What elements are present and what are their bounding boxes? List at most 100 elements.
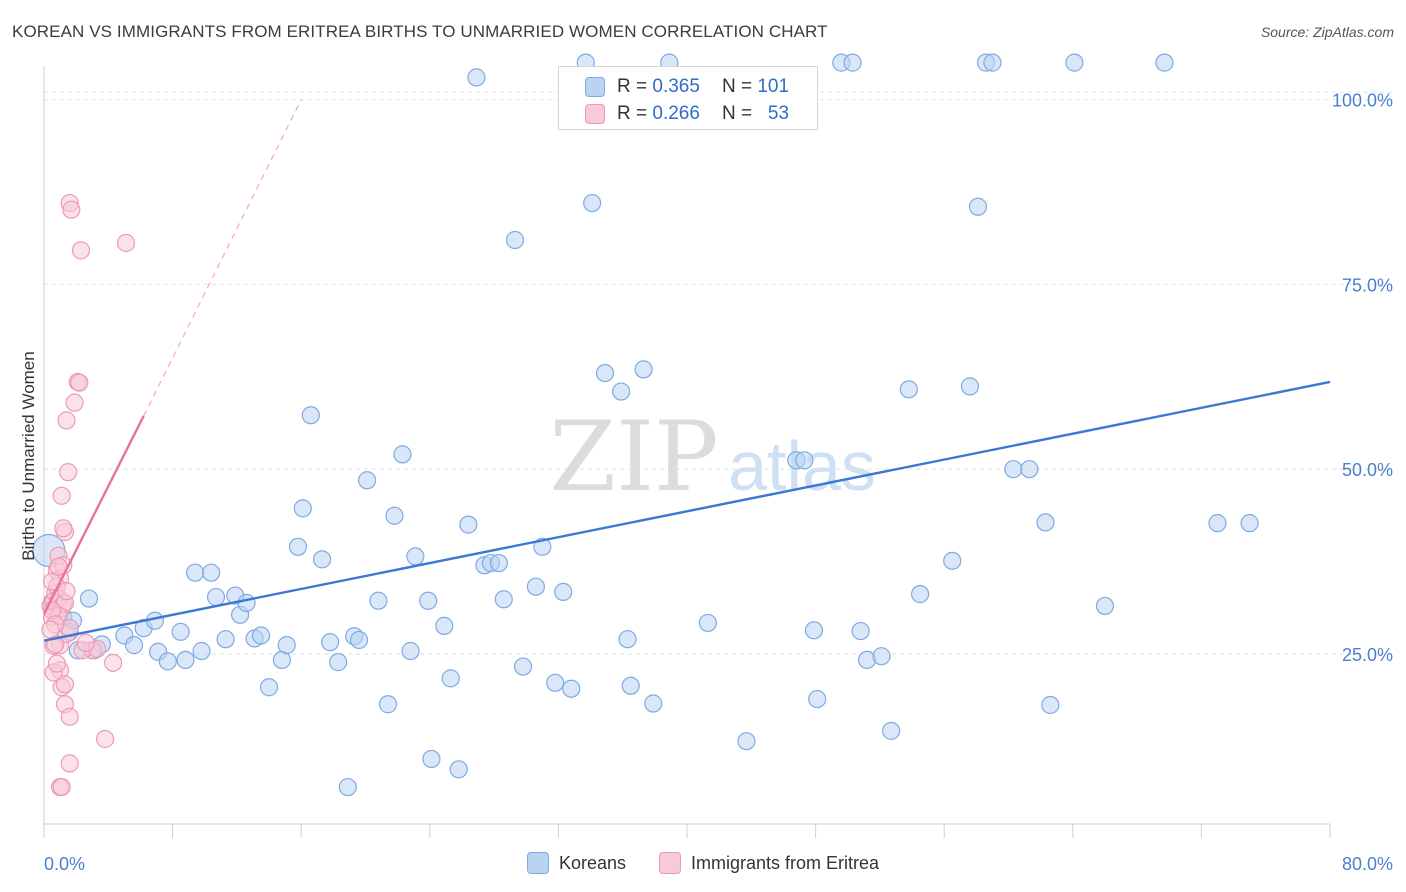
eritrea-point (95, 729, 115, 749)
korean-point (349, 630, 369, 650)
korean-point (1041, 695, 1060, 715)
korean-point (385, 506, 404, 525)
eritrea-point (57, 411, 76, 430)
eritrea-point (71, 241, 91, 260)
y-axis-label: Births to Unmarried Women (19, 351, 38, 560)
korean-point (329, 653, 348, 672)
legend-label-eritrea: Immigrants from Eritrea (691, 852, 880, 873)
korean-point (513, 657, 533, 676)
korean-point (378, 695, 398, 714)
korean-point (621, 676, 640, 695)
korean-point (419, 591, 438, 610)
korean-point (321, 633, 340, 652)
koreans-r-value: 0.365 (652, 76, 700, 97)
series-koreans (32, 53, 1259, 797)
legend-item-koreans[interactable]: Koreans (526, 852, 626, 874)
korean-point (237, 593, 256, 613)
koreans-swatch (585, 77, 605, 97)
y-tick-label-1: 50.0% (1342, 460, 1393, 480)
legend-item-eritrea[interactable]: Immigrants from Eritrea (659, 852, 879, 874)
trend-line-eritrea-extension (143, 99, 302, 417)
eritrea-point (59, 463, 78, 482)
korean-point (251, 626, 271, 645)
korean-point (698, 613, 717, 633)
legend-swatch-eritrea (659, 852, 681, 874)
korean-point (124, 636, 144, 655)
eritrea-point (52, 486, 71, 505)
korean-point (595, 363, 615, 383)
eritrea-point (41, 620, 60, 639)
korean-point (393, 445, 412, 464)
eritrea-point (54, 519, 73, 538)
koreans-n-value: 101 (757, 76, 790, 97)
korean-point (489, 553, 509, 573)
korean-point (554, 582, 573, 601)
watermark: ZIP atlas (549, 401, 876, 513)
bottom-legend: Koreans Immigrants from Eritrea (0, 852, 1406, 879)
korean-point (441, 669, 460, 688)
axes (43, 66, 1331, 838)
eritrea-point (62, 200, 81, 219)
korean-point (216, 630, 235, 649)
korean-point (1240, 514, 1259, 533)
korean-point (611, 382, 631, 401)
gridlines (44, 91, 1392, 655)
korean-point (338, 777, 357, 797)
korean-point (176, 650, 195, 669)
korean-point (312, 550, 332, 569)
korean-point (79, 589, 99, 608)
korean-point (843, 53, 862, 72)
korean-point (1065, 53, 1084, 72)
eritrea-point (55, 675, 74, 694)
stats-row-eritrea: R = 0.266 N = 53 (585, 101, 789, 127)
korean-point (369, 591, 388, 610)
korean-point (960, 377, 980, 396)
korean-point (872, 647, 891, 666)
korean-point (618, 630, 637, 649)
eritrea-point (47, 654, 66, 673)
eritrea-point (104, 653, 123, 672)
korean-point (186, 563, 205, 582)
korean-point (401, 641, 420, 661)
korean-point (795, 451, 814, 470)
n-label: N = (721, 103, 753, 124)
eritrea-point (116, 233, 136, 253)
korean-point (422, 749, 441, 769)
korean-point (910, 585, 930, 604)
tick-labels: 25.0% 50.0% 75.0% 100.0% 0.0% 80.0% (44, 91, 1393, 874)
korean-point (562, 679, 581, 698)
eritrea-n-value: 53 (767, 103, 790, 124)
korean-point (259, 678, 279, 697)
korean-point (192, 641, 211, 661)
korean-point (851, 621, 870, 641)
y-tick-label-0: 25.0% (1342, 645, 1393, 665)
korean-point (435, 616, 454, 635)
korean-point (1208, 514, 1227, 533)
korean-point (494, 590, 513, 609)
korean-point (406, 547, 425, 566)
korean-point (1155, 53, 1174, 72)
trend-lines (42, 99, 1331, 642)
korean-point (288, 537, 308, 556)
eritrea-point (76, 633, 95, 652)
korean-point (808, 689, 827, 709)
korean-point (459, 515, 478, 534)
korean-point (467, 68, 486, 87)
korean-point (1004, 460, 1023, 479)
r-label: R = (617, 76, 648, 97)
korean-point (943, 551, 962, 570)
korean-point (202, 563, 221, 582)
korean-point (277, 636, 296, 655)
korean-point (1020, 460, 1039, 479)
y-tick-label-2: 75.0% (1342, 275, 1393, 295)
eritrea-point (70, 373, 89, 392)
korean-point (583, 193, 602, 213)
korean-point (1036, 513, 1055, 532)
eritrea-point (60, 707, 79, 726)
trend-line-eritrea (42, 415, 145, 615)
legend-label-koreans: Koreans (558, 852, 626, 873)
korean-point (546, 673, 565, 692)
korean-point (449, 760, 468, 779)
legend-swatch-koreans (526, 852, 549, 874)
korean-point (644, 694, 663, 713)
